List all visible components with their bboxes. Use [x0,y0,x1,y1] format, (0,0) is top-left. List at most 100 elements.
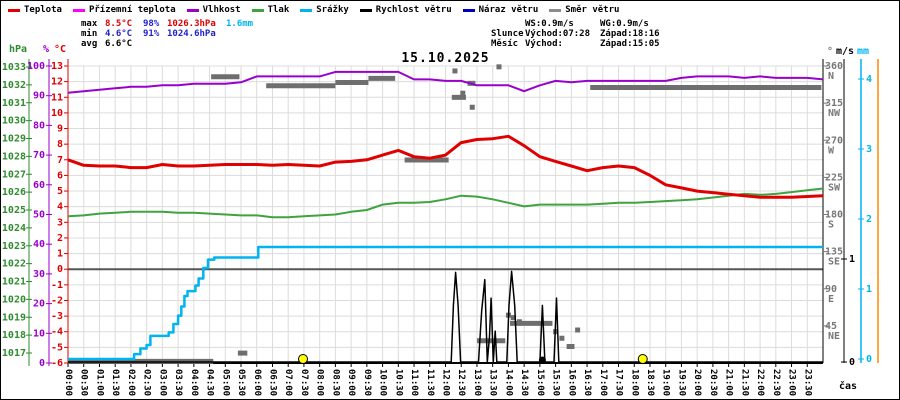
hpa-tick-label: 1027 [2,169,26,180]
temperature-tick-label: 10 [51,108,63,119]
direction-tick-label: 225 [825,172,843,183]
stat-cell: Východ:07:28 [525,29,591,39]
temperature-tick-label: 7 [57,155,63,166]
wind-direction-point [559,335,565,341]
x-axis-label: 23:30 [802,369,812,396]
sunrise-marker [297,354,308,364]
hpa-tick-label: 1026 [2,187,26,198]
temperature-tick-label: 12 [51,77,63,88]
stat-cell: WS:0.9m/s [525,19,574,29]
windspeed-tick-label: 0 [849,357,855,368]
x-axis-label: 02:30 [142,369,152,396]
legend-label: Přízemní teplota [88,5,176,15]
x-axis-label: 17:30 [614,369,624,396]
direction-tick-label: 315 [825,98,843,109]
hpa-tick-label: 1019 [2,312,26,323]
stat-cell: 1026.3hPa [167,19,216,29]
direction-axis-title: ° [827,46,833,57]
x-axis-label: 00:30 [79,369,89,396]
x-axis-label: 01:30 [110,369,120,396]
x-axis-label: 04:30 [205,369,215,396]
stat-cell [167,39,226,49]
stats-max-min-avg: max 8.5°C 98% 1026.3hPa 1.6mm min 4.6°C 91% 1024… [81,19,271,49]
wind-direction-point [516,319,522,325]
direction-tick-letter: SE [828,257,840,268]
stat-cell: 1.6mm [226,19,254,29]
x-axis-label: 19:30 [676,369,686,396]
x-axis-label: 07:30 [299,369,309,396]
stat-cell: min [81,29,98,39]
stat-cell: Západ:18:16 [600,29,660,39]
legend-item: Vlhkost [186,5,241,15]
temperature-tick-label: 4 [57,202,63,213]
x-axis-label: 03:00 [157,369,167,396]
x-axis-label: 08:00 [315,369,325,396]
hpa-tick-label: 1021 [2,277,26,288]
x-axis-label: 21:30 [739,369,749,396]
x-axis-label: 07:00 [283,369,293,396]
legend-item: Teplota [8,5,62,15]
hpa-tick-label: 1023 [2,241,26,252]
x-axis-label: 16:00 [566,369,576,396]
stat-cell: WG:0.9m/s [600,19,649,29]
sun-moon-info: WS:0.9m/s WG:0.9m/s Slunce Východ:07:28 Zápa… [491,19,680,49]
wind-direction-point [452,68,458,74]
x-axis-label: 17:00 [598,369,608,396]
direction-tick-letter: SW [828,182,841,193]
x-axis-label: 19:00 [661,369,671,396]
x-axis-label: 11:30 [425,369,435,396]
humidity-tick-label: 20 [33,299,45,310]
x-axis-label: 06:30 [267,369,277,396]
temperature-tick-label: 2 [57,233,63,244]
x-axis-label: 04:00 [189,369,199,396]
temperature-tick-label: 0 [57,264,63,275]
x-axis-label: 10:00 [378,369,388,396]
legend-swatch [359,8,372,12]
x-axis-label: 13:00 [472,369,482,396]
x-axis-label: 02:00 [126,369,136,396]
hpa-tick-label: 1022 [2,259,26,270]
x-axis-label: 22:30 [771,369,781,396]
stat-cell [226,39,271,49]
temperature-tick-label: -1 [51,280,63,291]
temperature-tick-label: 13 [51,61,63,72]
stat-cell: 8.5°C [105,19,133,29]
humidity-tick-label: 90 [33,91,45,102]
legend: Teplota Přízemní teplota Vlhkost Tlak Srážky… [8,5,619,15]
temperature-tick-label: -3 [51,311,63,322]
legend-label: Vlhkost [202,5,241,15]
hpa-tick-label: 1033 [2,62,26,73]
direction-tick-label: 90 [825,284,837,295]
temperature-tick-label: 5 [57,186,63,197]
x-axis-label: 05:00 [220,369,230,396]
precip-tick-label: 0 [866,354,872,365]
temperature-tick-label: -5 [51,342,63,353]
legend-swatch [186,8,199,12]
legend-item: Náraz větru [462,5,538,15]
legend-item: Rychlost větru [359,5,452,15]
x-axis-label: 09:00 [346,369,356,396]
stat-cell: 1024.6hPa [167,29,216,39]
direction-tick-label: 360 [825,61,843,72]
direction-tick-letter: NW [828,108,841,119]
x-axis-label: 08:30 [330,369,340,396]
humidity-tick-label: 10 [33,328,45,339]
chart-title: 15.10.2025 [401,51,490,66]
sunset-marker [637,354,648,364]
direction-tick-label: 180 [825,210,843,221]
legend-item: Směr větru [549,5,619,15]
temperature-tick-label: 3 [57,217,63,228]
legend-label: Směr větru [565,5,620,15]
direction-tick-label: 45 [825,321,837,332]
temperature-tick-label: 9 [57,124,63,135]
legend-swatch [462,8,475,12]
x-axis-label: 18:00 [629,369,639,396]
x-axis-label: 14:30 [519,369,529,396]
humidity-line [67,70,824,94]
x-axis-label: 21:00 [724,369,734,396]
humidity-tick-label: 40 [33,239,45,250]
stat-cell: 6.6°C [105,39,133,49]
hpa-tick-label: 1032 [2,80,26,91]
precip-tick-label: 2 [866,214,872,225]
